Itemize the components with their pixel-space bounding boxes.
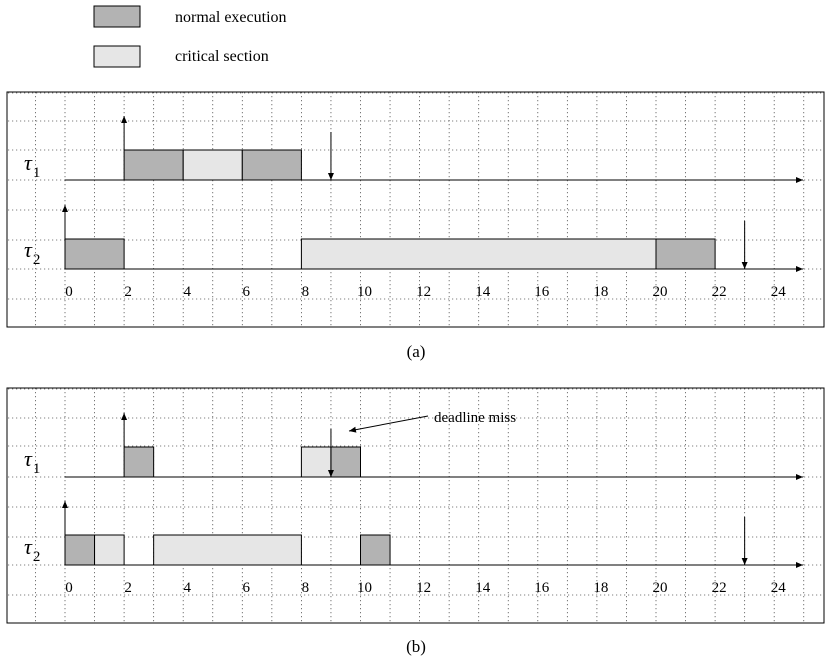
tick-label: 22 — [712, 284, 727, 300]
task1-label-a: τ1 — [24, 150, 40, 181]
legend: normal execution critical section — [93, 5, 287, 68]
tick-label: 24 — [771, 580, 787, 596]
tick-label: 18 — [593, 284, 608, 300]
task1-critical-segment — [300, 446, 332, 478]
task2-normal-segment — [655, 238, 716, 270]
tick-label: 6 — [243, 580, 251, 596]
task1-label-b: τ1 — [24, 446, 40, 477]
tick-label: 2 — [124, 580, 132, 596]
tick-label: 10 — [357, 580, 372, 596]
tick-label: 20 — [653, 284, 668, 300]
tick-label: 8 — [302, 580, 310, 596]
task2-critical-segment — [300, 238, 657, 270]
legend-critical-swatch — [93, 45, 141, 68]
panel-b-frame — [6, 387, 825, 624]
panel-a: τ1 τ2 0 2 4 6 8 10 12 14 16 18 20 22 24 (a) — [6, 91, 825, 361]
tick-label: 6 — [243, 284, 251, 300]
task1-normal-segment — [123, 446, 155, 478]
legend-normal-label: normal execution — [175, 9, 287, 26]
panel-b: τ1 τ2 0 2 4 6 8 10 12 14 16 18 20 22 24 deadline mis… — [6, 387, 825, 656]
task2-critical-segment — [94, 534, 125, 566]
tick-label: 0 — [65, 284, 73, 300]
panel-a-marks — [62, 116, 803, 272]
caption-b: (b) — [406, 637, 426, 656]
panel-b-tick-labels: 0 2 4 6 8 10 12 14 16 18 20 22 24 — [65, 580, 786, 596]
task2-normal-segment — [64, 534, 96, 566]
deadline-miss-arrow — [348, 415, 429, 433]
tick-label: 18 — [593, 580, 608, 596]
deadline-miss-label: deadline miss — [434, 410, 516, 426]
tick-label: 14 — [475, 284, 491, 300]
tick-label: 16 — [534, 580, 550, 596]
tick-label: 24 — [771, 284, 787, 300]
task2-critical-segment — [153, 534, 302, 566]
tick-label: 8 — [302, 284, 310, 300]
tick-label: 12 — [416, 580, 431, 596]
tick-label: 4 — [183, 284, 191, 300]
tick-label: 22 — [712, 580, 727, 596]
task2-normal-segment — [360, 534, 391, 566]
task2-label-a: τ2 — [24, 237, 40, 268]
panel-a-tick-labels: 0 2 4 6 8 10 12 14 16 18 20 22 24 — [65, 284, 786, 300]
task2-normal-segment — [64, 238, 125, 270]
tick-label: 20 — [653, 580, 668, 596]
task1-normal-segment — [330, 446, 362, 478]
task1-normal-segment — [123, 149, 184, 181]
caption-a: (a) — [407, 342, 426, 361]
tick-label: 0 — [65, 580, 73, 596]
tick-label: 10 — [357, 284, 372, 300]
panel-a-frame — [6, 91, 825, 328]
tick-label: 12 — [416, 284, 431, 300]
tick-label: 14 — [475, 580, 491, 596]
legend-critical-label: critical section — [175, 48, 269, 65]
tick-label: 2 — [124, 284, 132, 300]
task1-critical-segment — [182, 149, 243, 181]
task1-normal-segment — [241, 149, 302, 181]
panel-b-marks — [62, 413, 803, 568]
legend-normal-swatch — [93, 5, 141, 28]
tick-label: 16 — [534, 284, 550, 300]
tick-label: 4 — [183, 580, 191, 596]
task2-label-b: τ2 — [24, 534, 40, 565]
